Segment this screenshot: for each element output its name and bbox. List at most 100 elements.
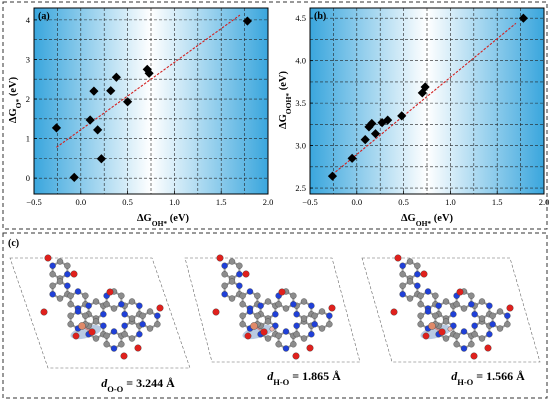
carbon-atom (121, 331, 128, 338)
carbon-atom (417, 301, 424, 308)
x-ticks: −0.5 0.0 0.5 1.0 1.5 2.0 (302, 191, 549, 207)
carbon-atom (489, 312, 496, 319)
structure-3-caption: dH-O = 1.566 Å (451, 369, 525, 387)
caption-subscript: O-O (107, 384, 123, 394)
oxygen-atom (484, 344, 492, 352)
carbon-atom (293, 331, 300, 338)
carbon-atom (92, 298, 100, 305)
unit-cell-outline (9, 257, 191, 369)
fit-line-group (332, 22, 517, 175)
carbon-atom (239, 292, 246, 299)
nitrogen-atom (468, 301, 475, 308)
nitrogen-atom (49, 262, 56, 269)
nitrogen-atom (272, 322, 279, 329)
carbon-atom (92, 335, 100, 342)
nitrogen-atom (460, 345, 468, 352)
panel-label: (b) (314, 11, 326, 22)
data-point (377, 118, 387, 128)
data-point (142, 64, 152, 74)
carbon-atom (478, 298, 486, 305)
nitrogen-atom (504, 312, 511, 319)
y-tick-label: 4.5 (295, 13, 306, 23)
metal-atom (250, 322, 258, 330)
data-point (69, 172, 79, 182)
carbon-atom (471, 331, 478, 338)
carbon-atom (478, 315, 486, 322)
carbon-atom (67, 301, 74, 308)
carbon-atom (478, 335, 486, 342)
carbon-atom (264, 318, 272, 325)
nitrogen-atom (110, 345, 118, 352)
carbon-atom (239, 321, 246, 328)
oxygen-atom (328, 304, 336, 312)
atoms (390, 254, 514, 360)
nitrogen-atom (121, 311, 128, 318)
metal-atom (78, 322, 86, 330)
atoms (40, 254, 164, 360)
data-point (383, 115, 393, 125)
carbon-atom (264, 335, 272, 342)
x-tick-label: 0.0 (351, 197, 362, 207)
molecule-model (390, 254, 514, 360)
oxygen-atom (70, 270, 78, 278)
oxygen-atom (470, 352, 478, 360)
x-tick-label: 2.0 (539, 197, 550, 207)
carbon-atom (56, 258, 64, 265)
fit-line-group (56, 14, 241, 148)
nitrogen-atom (471, 322, 478, 329)
nitrogen-atom (450, 311, 457, 318)
nitrogen-atom (290, 301, 297, 308)
carbon-atom (311, 312, 318, 319)
nitrogen-atom (414, 282, 421, 289)
carbon-atom (275, 332, 282, 339)
caption-value: = 1.566 Å (476, 369, 525, 383)
hydrogen-atom (447, 326, 453, 332)
nitrogen-atom (154, 312, 161, 319)
oxygen-atom (106, 288, 114, 296)
carbon-atom (460, 305, 468, 312)
nitrogen-atom (136, 331, 143, 338)
oxygen-atom (242, 270, 250, 278)
data-point (123, 97, 133, 107)
y-ticks: 0 1 2 3 4 (26, 15, 37, 183)
carbon-atom (275, 341, 282, 348)
carbon-atom (128, 315, 136, 322)
nitrogen-atom (64, 282, 71, 289)
scatter-points (327, 13, 529, 181)
nitrogen-atom (471, 311, 478, 318)
x-tick-label: 2.0 (263, 197, 274, 207)
structure-3 (361, 254, 541, 363)
carbon-atom (146, 308, 154, 315)
carbon-atom (49, 282, 56, 289)
nitrogen-atom (64, 271, 71, 278)
carbon-atom (453, 341, 460, 348)
data-point (96, 154, 106, 164)
carbon-atom (318, 325, 326, 332)
nitrogen-atom (308, 331, 315, 338)
structure-1 (9, 254, 191, 369)
data-point (347, 153, 357, 163)
oxygen-atom (292, 352, 300, 360)
data-point (85, 115, 95, 125)
carbon-atom (406, 278, 414, 285)
carbon-atom (496, 308, 504, 315)
oxygen-atom (40, 308, 48, 316)
x-tick-label: 0.5 (122, 197, 133, 207)
y-tick-label: 4 (26, 15, 31, 25)
oxygen-atom (216, 254, 224, 262)
unit-cell-outline (184, 257, 361, 363)
carbon-atom (300, 315, 308, 322)
data-point (51, 123, 62, 133)
structure-2 (184, 254, 361, 363)
oxygen-atom (420, 270, 428, 278)
carbon-atom (128, 335, 136, 342)
nitrogen-atom (139, 321, 146, 328)
x-tick-label: 1.5 (216, 197, 227, 207)
nitrogen-atom (236, 271, 243, 278)
carbon-atom (326, 321, 333, 328)
oxygen-atom (390, 308, 398, 316)
y-tick-label: 3.5 (295, 98, 306, 108)
carbon-atom (82, 292, 89, 299)
carbon-atom (468, 292, 475, 299)
carbon-atom (64, 262, 71, 269)
